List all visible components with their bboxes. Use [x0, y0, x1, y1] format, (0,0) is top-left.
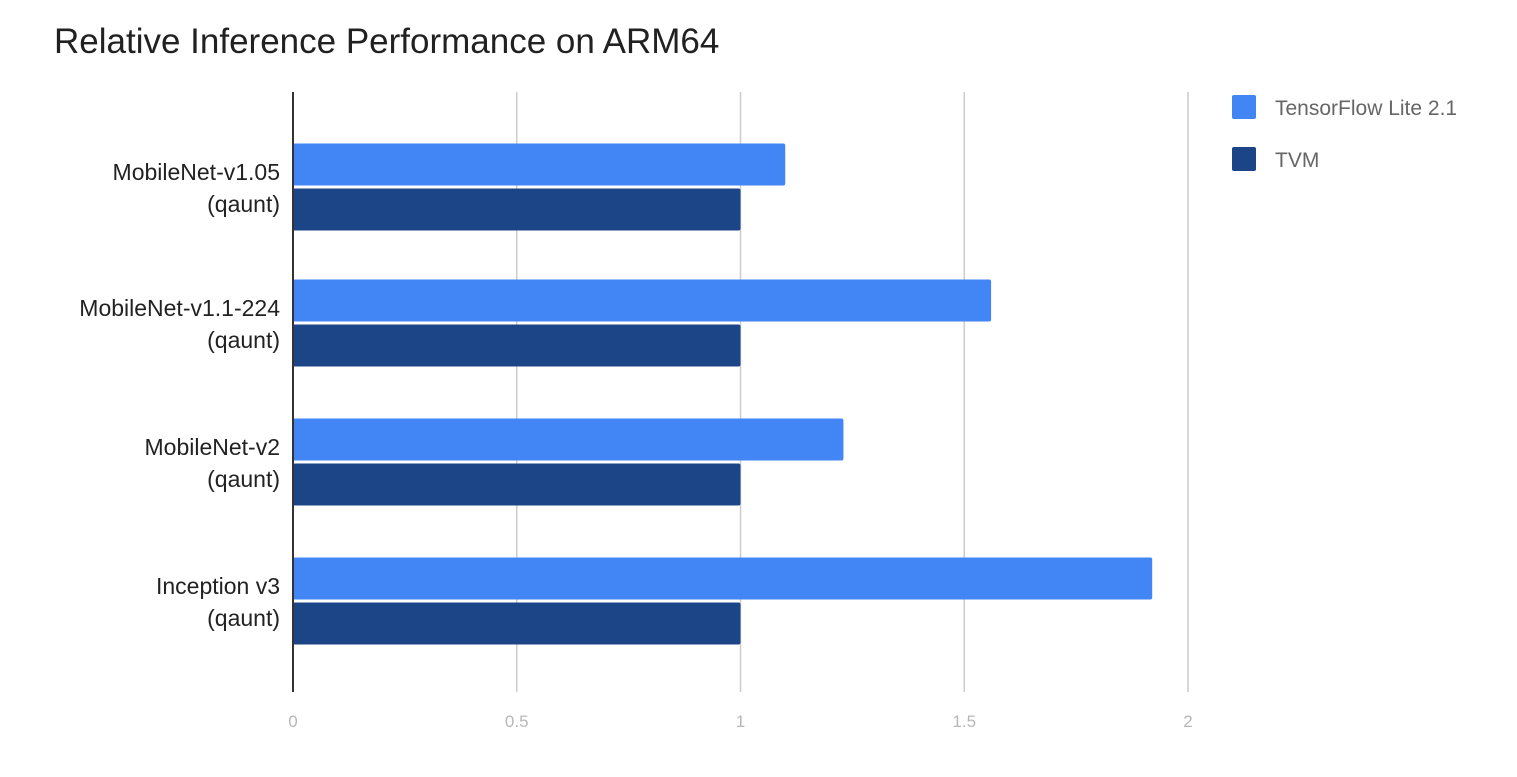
legend-label: TVM — [1275, 149, 1319, 172]
category-label: MobileNet-v1.05 (qaunt) — [113, 159, 280, 217]
legend: TensorFlow Lite 2.1 TVM — [1232, 95, 1457, 172]
x-tick-label: 0.5 — [505, 712, 529, 731]
category-label-line: (qaunt) — [207, 327, 280, 353]
category-label-line: (qaunt) — [207, 466, 280, 492]
category-labels: MobileNet-v1.05 (qaunt)MobileNet-v1.1-224… — [79, 159, 280, 631]
category-label: MobileNet-v1.1-224 (qaunt) — [79, 295, 280, 353]
legend-swatch — [1232, 147, 1256, 171]
bar-tvm — [293, 463, 741, 506]
bar-tflite — [293, 143, 786, 186]
category-label-line: MobileNet-v1.1-224 — [79, 295, 280, 321]
legend-label: TensorFlow Lite 2.1 — [1275, 97, 1457, 120]
category-label-line: Inception v3 — [156, 573, 280, 599]
category-label-line: MobileNet-v2 — [145, 434, 281, 460]
category-label-line: MobileNet-v1.05 — [113, 159, 280, 185]
category-label-line: (qaunt) — [207, 605, 280, 631]
bar-tvm — [293, 602, 741, 645]
bar-tvm — [293, 188, 741, 231]
bar-tflite — [293, 557, 1153, 600]
bar-tflite — [293, 279, 992, 322]
category-label-line: (qaunt) — [207, 191, 280, 217]
chart-title: Relative Inference Performance on ARM64 — [54, 22, 720, 61]
x-tick-label: 1.5 — [952, 712, 976, 731]
bars — [293, 143, 1153, 645]
x-tick-label: 1 — [736, 712, 745, 731]
bar-tflite — [293, 418, 844, 461]
legend-swatch — [1232, 95, 1256, 119]
x-tick-label: 2 — [1183, 712, 1192, 731]
category-label: MobileNet-v2 (qaunt) — [145, 434, 281, 492]
category-label: Inception v3 (qaunt) — [156, 573, 280, 631]
x-tick-labels: 0 0.5 1 1.5 2 — [288, 712, 1192, 731]
bar-tvm — [293, 324, 741, 367]
x-tick-label: 0 — [288, 712, 297, 731]
